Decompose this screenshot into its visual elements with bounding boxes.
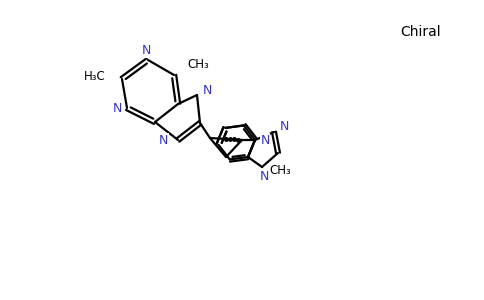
Text: N: N (260, 134, 270, 146)
Text: N: N (202, 83, 212, 97)
Text: N: N (159, 134, 168, 146)
Text: N: N (112, 101, 121, 115)
Text: H₃C: H₃C (84, 70, 106, 83)
Text: N: N (141, 44, 151, 58)
Text: N: N (279, 121, 288, 134)
Text: CH₃: CH₃ (187, 58, 209, 71)
Text: CH₃: CH₃ (269, 164, 291, 178)
Text: Chiral: Chiral (400, 25, 440, 39)
Text: N: N (259, 170, 269, 184)
